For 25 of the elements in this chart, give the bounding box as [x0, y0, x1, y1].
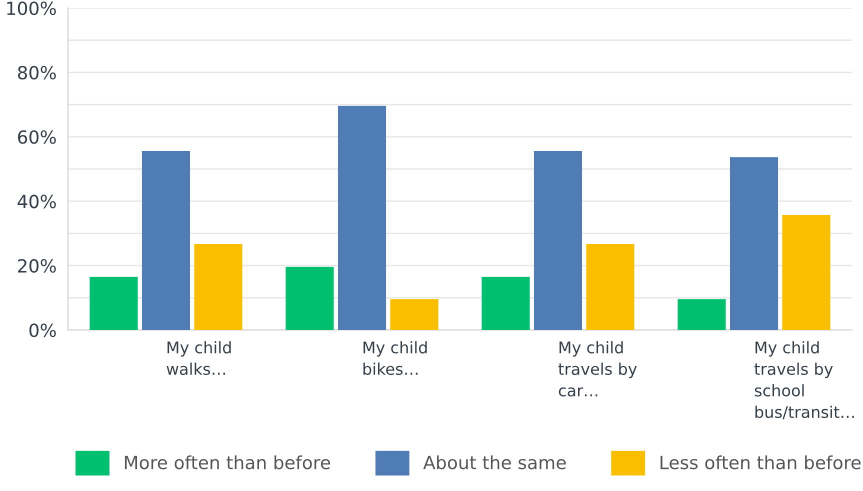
bar: [678, 299, 726, 330]
bar: [782, 215, 830, 330]
legend-label: About the same: [423, 455, 566, 470]
y-tick-label: 20%: [18, 259, 56, 273]
y-tick-label: 80%: [18, 66, 56, 80]
y-tick-label: 60%: [18, 130, 56, 144]
y-tick-label: 0%: [29, 323, 56, 338]
y-tick-label: 40%: [18, 194, 56, 208]
bar: [534, 150, 582, 330]
x-tick-label: My child walks…: [166, 341, 231, 375]
x-tick-label: My child travels by car…: [558, 341, 637, 397]
bar: [390, 299, 438, 330]
legend-label: Less often than before: [660, 455, 861, 470]
bar: [194, 244, 242, 330]
bar: [142, 150, 190, 330]
bar: [586, 244, 634, 330]
bar: [482, 276, 530, 330]
bar: [338, 106, 386, 330]
bar: [90, 276, 138, 330]
x-tick-label: My child travels by school bus/transit…: [754, 341, 854, 420]
legend-label: More often than before: [124, 455, 330, 470]
bar: [286, 266, 334, 330]
bar: [730, 157, 778, 330]
y-tick-label: 100%: [7, 1, 56, 16]
x-tick-label: My child bikes…: [363, 341, 427, 375]
